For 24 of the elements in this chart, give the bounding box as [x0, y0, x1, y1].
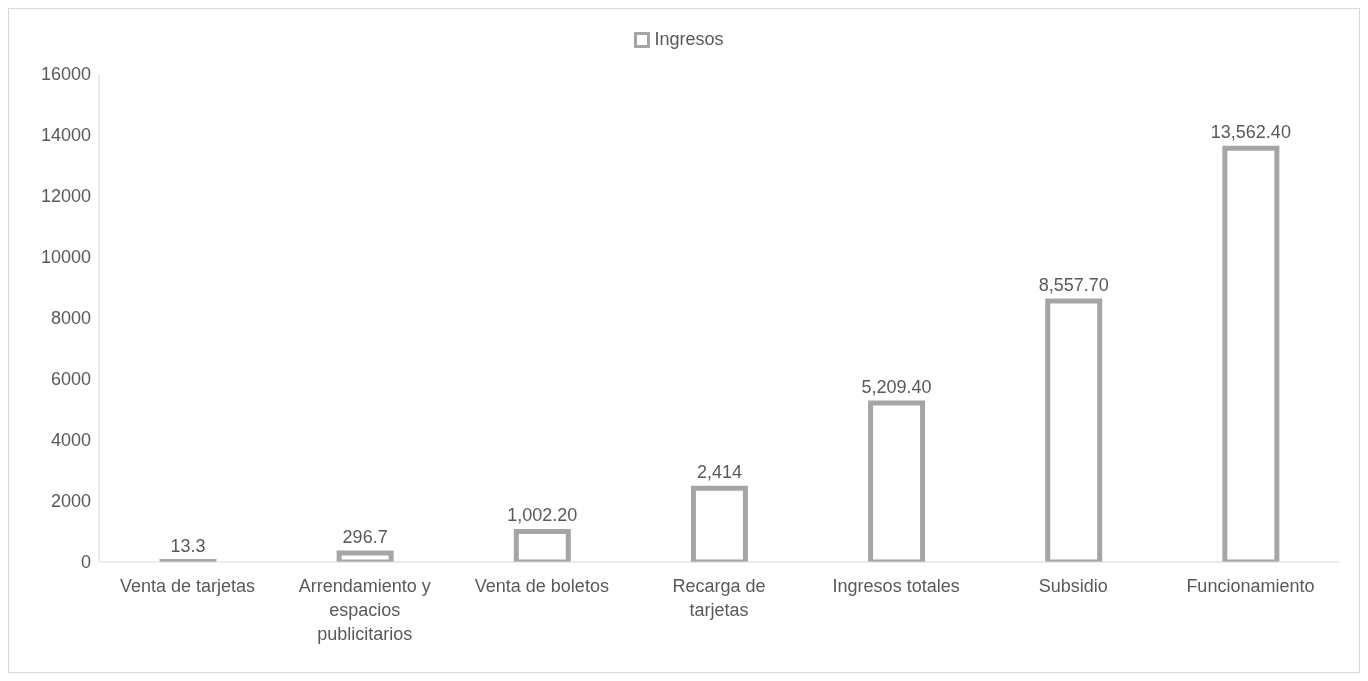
x-tick-label: Funcionamiento	[1186, 576, 1315, 596]
x-tick-label: Subsidio	[1038, 576, 1108, 596]
data-label: 13,562.40	[1210, 122, 1291, 143]
x-tick-label: Venta de tarjetas	[120, 576, 256, 596]
x-tick-label: Venta de boletos	[474, 576, 609, 596]
x-tick-label: Arrendamiento y espacios publicitarios	[298, 576, 431, 644]
legend-label: Ingresos	[653, 29, 724, 50]
y-tick-label: 12000	[40, 186, 91, 207]
y-tick-label: 0	[80, 552, 91, 573]
data-label: 8,557.70	[1038, 274, 1109, 295]
data-label: 2,414	[696, 462, 742, 483]
data-label: 13.3	[170, 535, 206, 556]
y-tick-label: 16000	[40, 64, 91, 85]
data-label: 1,002.20	[507, 505, 578, 526]
x-tick-label: Ingresos totales	[832, 576, 960, 596]
x-tick-label: Recarga de tarjetas	[672, 576, 766, 620]
y-tick-label: 10000	[40, 247, 91, 268]
y-tick-label: 6000	[50, 369, 91, 390]
y-tick-label: 8000	[50, 308, 91, 329]
data-label: 296.7	[342, 526, 388, 547]
data-label: 5,209.40	[861, 377, 932, 398]
y-tick-label: 4000	[50, 430, 91, 451]
y-tick-label: 14000	[40, 125, 91, 146]
y-tick-label: 2000	[50, 491, 91, 512]
